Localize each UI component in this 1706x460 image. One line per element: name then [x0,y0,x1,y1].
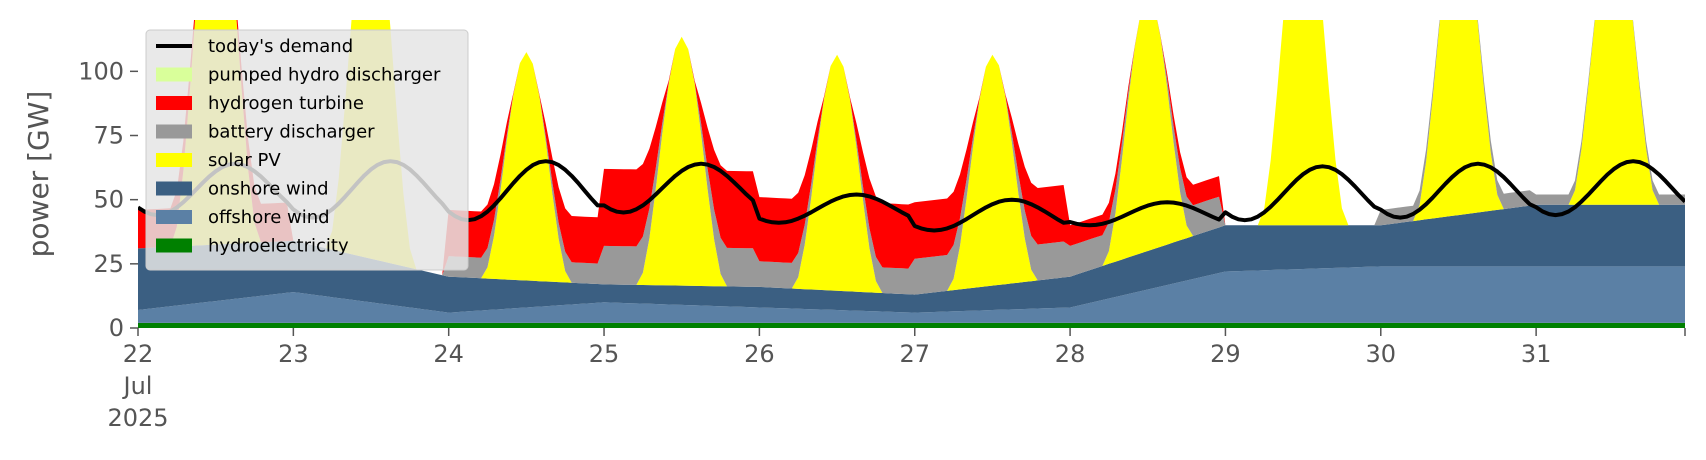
x-tick-label: 31 [1521,340,1552,368]
x-tick-label: 28 [1055,340,1086,368]
area-offshore-wind [138,266,1685,323]
x-tick-label: 26 [744,340,775,368]
legend-swatch-onshore-wind [156,181,192,196]
x-tick-label: 24 [433,340,464,368]
legend-box [145,29,469,271]
x-tick-label: 29 [1210,340,1241,368]
x-tick-label: 27 [899,340,930,368]
y-tick-label: 100 [78,57,124,85]
legend-label-solar-pv: solar PV [208,150,281,171]
legend-label-hydroelectricity: hydroelectricity [208,236,349,257]
x-tick-label: 23 [278,340,309,368]
x-tick-label: 30 [1366,340,1397,368]
legend-label-today-s-demand: today's demand [208,36,353,57]
x-tick-label: 2025 [107,404,168,432]
legend-label-onshore-wind: onshore wind [208,179,329,200]
legend-swatch-solar-pv [156,153,192,167]
x-tick-label: 25 [589,340,620,368]
legend-label-hydrogen-turbine: hydrogen turbine [208,93,364,114]
legend-label-offshore-wind: offshore wind [208,207,330,228]
legend-swatch-pumped-hydro-discharger [156,67,192,82]
y-tick-label: 50 [93,186,124,214]
legend-swatch-offshore-wind [156,210,192,224]
legend-label-battery-discharger: battery discharger [208,122,375,143]
legend: today's demand pumped hydro discharger hyd… [145,29,469,271]
axes-group: 0 25 50 75 100 22 Jul 2025 23 24 25 26 27 28 29 30 31 [78,57,1686,432]
area-hydroelectricity [138,322,1685,328]
legend-swatch-hydrogen-turbine [156,96,192,110]
area-onshore-wind [138,204,1685,313]
legend-label-pumped-hydro-discharger: pumped hydro discharger [208,65,441,86]
legend-swatch-battery-discharger [156,124,192,139]
y-axis-label: power [GW] [22,91,55,258]
y-tick-label: 25 [93,250,124,278]
area-solar-pv [138,20,1685,295]
y-tick-label: 0 [109,314,124,342]
x-tick-label: Jul [122,372,153,400]
x-tick-label: 22 [123,340,154,368]
legend-swatch-hydroelectricity [156,238,192,253]
y-tick-label: 75 [93,122,124,150]
